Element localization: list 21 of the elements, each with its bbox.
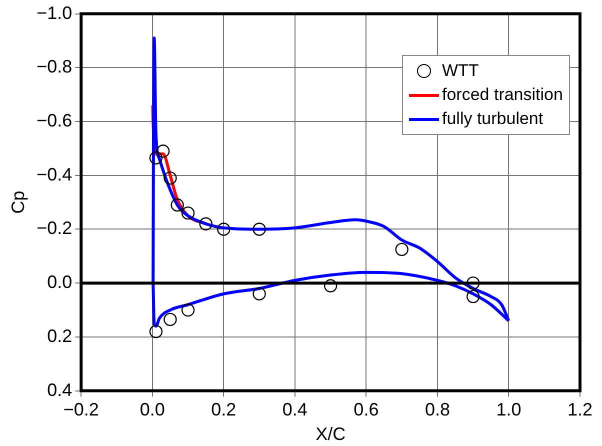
y-tick-label: 0.4 <box>47 380 72 400</box>
x-tick-label: 0.2 <box>211 400 236 420</box>
y-tick-label: −0.8 <box>36 56 72 77</box>
x-axis-title: X/C <box>316 424 346 444</box>
legend-label: forced transition <box>442 84 563 106</box>
x-tick-label: 0.6 <box>354 400 379 420</box>
x-tick-label: 1.0 <box>496 400 522 420</box>
x-tick-label: −0.2 <box>63 400 99 420</box>
x-tick-label: 0.8 <box>424 400 450 420</box>
x-tick-label: 0.4 <box>282 400 308 420</box>
y-tick-label: 0.0 <box>47 272 72 292</box>
y-tick-label: −1.0 <box>36 2 72 23</box>
x-tick-label: 0.0 <box>140 400 165 420</box>
y-tick-label: −0.4 <box>36 164 72 184</box>
y-tick-label: −0.2 <box>36 218 72 238</box>
legend-label: WTT <box>442 60 479 82</box>
y-tick-label: −0.6 <box>36 110 72 130</box>
legend-label: fully turbulent <box>442 108 544 130</box>
y-axis-title: Cp <box>8 190 28 214</box>
y-tick-label: 0.2 <box>47 326 72 346</box>
x-tick-label: 1.2 <box>567 400 593 420</box>
